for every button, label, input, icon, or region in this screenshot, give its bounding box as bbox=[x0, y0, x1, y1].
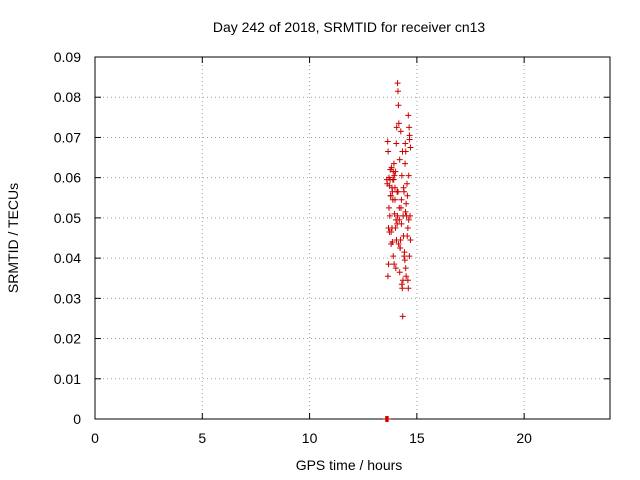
data-point bbox=[399, 277, 406, 284]
data-point bbox=[393, 140, 400, 147]
x-axis-label: GPS time / hours bbox=[296, 457, 403, 473]
data-point bbox=[397, 245, 404, 252]
data-point bbox=[395, 241, 402, 248]
data-point bbox=[392, 265, 399, 272]
data-point bbox=[391, 196, 398, 203]
y-tick-label: 0.04 bbox=[54, 250, 81, 266]
data-point bbox=[405, 216, 412, 223]
data-point bbox=[404, 180, 411, 187]
data-point bbox=[394, 188, 401, 195]
y-tick-label: 0.08 bbox=[54, 89, 81, 105]
data-point bbox=[404, 232, 411, 239]
data-point bbox=[390, 253, 397, 260]
data-point bbox=[396, 269, 403, 276]
data-point bbox=[395, 102, 402, 109]
data-point bbox=[385, 204, 392, 211]
y-tick-label: 0.03 bbox=[54, 290, 81, 306]
data-point bbox=[402, 265, 409, 272]
y-tick-label: 0.02 bbox=[54, 331, 81, 347]
chart-title: Day 242 of 2018, SRMTID for receiver cn1… bbox=[213, 19, 486, 35]
data-point bbox=[407, 212, 414, 219]
x-tick-label: 0 bbox=[91, 430, 99, 446]
data-point bbox=[403, 273, 410, 280]
data-point bbox=[393, 216, 400, 223]
data-point bbox=[391, 210, 398, 217]
data-point bbox=[401, 253, 408, 260]
data-point bbox=[399, 285, 406, 292]
data-point bbox=[386, 228, 393, 235]
data-point bbox=[389, 188, 396, 195]
x-tick-label: 20 bbox=[516, 430, 532, 446]
data-point bbox=[402, 160, 409, 167]
data-point bbox=[396, 156, 403, 163]
data-point bbox=[406, 124, 413, 131]
data-point bbox=[399, 148, 406, 155]
data-point bbox=[397, 128, 404, 135]
y-tick-label: 0.05 bbox=[54, 210, 81, 226]
data-point bbox=[390, 160, 397, 167]
data-point bbox=[404, 192, 411, 199]
data-point bbox=[407, 237, 414, 244]
x-tick-label: 15 bbox=[409, 430, 425, 446]
data-points bbox=[382, 80, 414, 422]
data-point bbox=[385, 416, 392, 422]
data-point bbox=[394, 212, 401, 219]
data-point bbox=[387, 192, 394, 199]
y-tick-label: 0.09 bbox=[54, 49, 81, 65]
data-point bbox=[395, 120, 402, 127]
data-point bbox=[401, 257, 408, 264]
axis-ticks: 0 0.01 0.02 0.03 0.04 0.05 0.06 0.07 0.08 0.09 0 5 1… bbox=[54, 49, 610, 446]
data-point bbox=[400, 184, 407, 191]
data-point bbox=[405, 172, 412, 179]
data-point bbox=[394, 88, 401, 95]
data-point bbox=[392, 224, 399, 231]
plot-frame bbox=[94, 56, 611, 420]
data-point bbox=[406, 136, 413, 143]
data-point bbox=[384, 138, 391, 145]
y-axis-label: SRMTID / TECUs bbox=[5, 183, 21, 293]
data-point bbox=[406, 253, 413, 260]
data-point bbox=[385, 148, 392, 155]
data-point bbox=[388, 241, 395, 248]
data-point bbox=[387, 176, 394, 183]
data-point bbox=[391, 184, 398, 191]
data-point bbox=[398, 172, 405, 179]
data-point bbox=[386, 212, 393, 219]
data-point bbox=[402, 140, 409, 147]
y-tick-label: 0.01 bbox=[54, 371, 81, 387]
x-tick-label: 5 bbox=[198, 430, 206, 446]
data-point bbox=[391, 261, 398, 268]
y-tick-label: 0.06 bbox=[54, 170, 81, 186]
data-point bbox=[405, 285, 412, 292]
data-point bbox=[388, 164, 395, 171]
data-point bbox=[385, 261, 392, 268]
data-point bbox=[394, 80, 401, 87]
data-point bbox=[390, 168, 397, 175]
data-point bbox=[399, 313, 406, 320]
data-point bbox=[407, 144, 414, 151]
data-point bbox=[403, 200, 410, 207]
data-point bbox=[396, 204, 403, 211]
data-point bbox=[384, 273, 391, 280]
x-tick-label: 10 bbox=[302, 430, 318, 446]
data-point bbox=[398, 196, 405, 203]
data-point bbox=[402, 208, 409, 215]
data-point bbox=[405, 112, 412, 119]
data-point bbox=[394, 220, 401, 227]
y-tick-label: 0 bbox=[73, 411, 81, 427]
y-tick-label: 0.07 bbox=[54, 129, 81, 145]
data-point bbox=[393, 237, 400, 244]
data-point bbox=[404, 224, 411, 231]
grid-lines bbox=[95, 57, 610, 419]
data-point bbox=[393, 124, 400, 131]
data-point bbox=[391, 172, 398, 179]
